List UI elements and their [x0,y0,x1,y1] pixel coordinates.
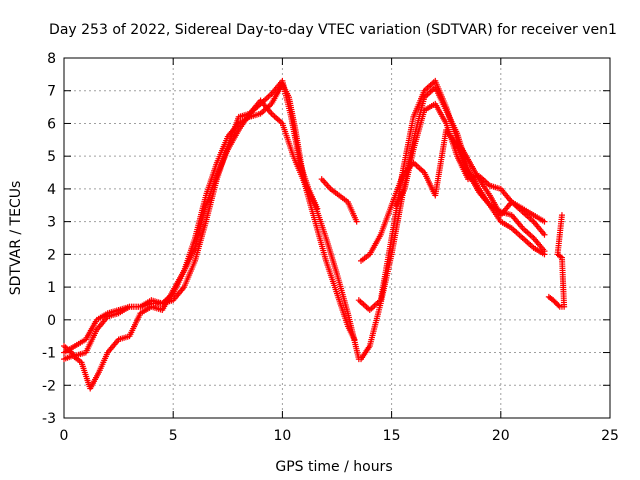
y-tick-label: 3 [47,215,56,231]
data-point [541,248,548,255]
series-9 [545,212,568,310]
x-tick-label: 5 [169,428,178,444]
series-2 [61,77,321,359]
x-axis-title: GPS time / hours [275,459,392,475]
series-5 [358,84,548,363]
data-point [554,301,561,308]
y-tick-label: 1 [47,280,56,296]
x-tick-label: 25 [601,428,619,444]
data-point [555,302,562,309]
y-tick-label: -1 [42,346,56,362]
data-point [558,212,565,219]
y-tick-label: 6 [47,116,56,132]
data-point [551,298,558,305]
series-1 [61,81,358,356]
y-tick-label: 5 [47,149,56,165]
data-point [541,218,548,225]
grid [64,58,610,418]
y-tick-label: 8 [47,51,56,67]
data-point [550,297,557,304]
y-tick-label: 4 [47,182,56,198]
series-3 [61,97,362,392]
y-tick-label: 2 [47,247,56,263]
plot-frame [63,57,611,419]
x-tick-label: 15 [383,428,401,444]
data-point [552,299,559,306]
y-tick-label: 0 [47,313,56,329]
series-8 [318,176,360,225]
y-tick-label: -3 [42,411,56,427]
axis-ticks: -3 -2 -1 0 1 2 3 4 5 6 7 8 0 5 10 15 20 25 [42,51,619,444]
x-tick-label: 0 [60,428,69,444]
data-point [353,218,360,225]
y-axis-title: SDTVAR / TECUs [8,181,24,296]
data-point [541,231,548,238]
x-tick-label: 10 [273,428,291,444]
series-6 [358,127,548,264]
x-tick-label: 20 [492,428,510,444]
series-7 [392,100,548,225]
data-marks [61,77,568,392]
y-tick-label: 7 [47,84,56,100]
y-tick-label: -2 [42,378,56,394]
chart-title: Day 253 of 2022, Sidereal Day-to-day VTE… [49,22,617,38]
